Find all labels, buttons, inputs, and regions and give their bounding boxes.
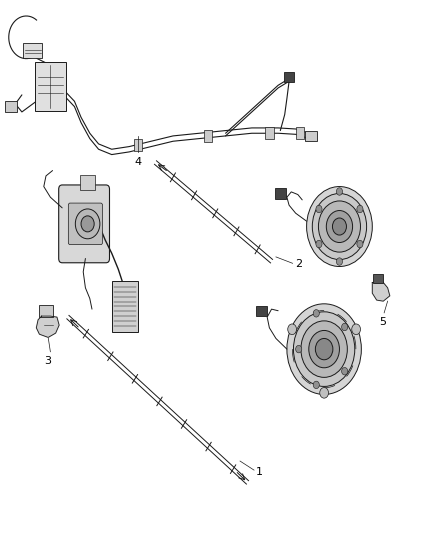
Circle shape bbox=[312, 193, 367, 260]
Circle shape bbox=[336, 258, 343, 265]
Circle shape bbox=[342, 324, 348, 331]
Circle shape bbox=[326, 211, 353, 243]
Circle shape bbox=[316, 240, 322, 248]
FancyBboxPatch shape bbox=[204, 130, 212, 142]
Text: 3: 3 bbox=[45, 356, 52, 366]
Circle shape bbox=[357, 240, 363, 248]
Circle shape bbox=[75, 209, 100, 239]
Circle shape bbox=[293, 312, 355, 386]
Circle shape bbox=[336, 188, 343, 195]
Circle shape bbox=[307, 187, 372, 266]
Circle shape bbox=[309, 330, 339, 368]
Circle shape bbox=[81, 216, 94, 232]
Circle shape bbox=[313, 310, 319, 317]
FancyBboxPatch shape bbox=[39, 305, 53, 317]
FancyBboxPatch shape bbox=[275, 188, 286, 198]
Circle shape bbox=[320, 387, 328, 398]
FancyBboxPatch shape bbox=[112, 281, 138, 332]
FancyBboxPatch shape bbox=[23, 43, 42, 58]
Circle shape bbox=[315, 338, 333, 360]
FancyBboxPatch shape bbox=[68, 203, 102, 245]
Polygon shape bbox=[372, 282, 390, 301]
FancyBboxPatch shape bbox=[59, 185, 110, 263]
Text: 1: 1 bbox=[256, 467, 263, 477]
Circle shape bbox=[301, 321, 347, 377]
FancyBboxPatch shape bbox=[134, 139, 142, 151]
FancyBboxPatch shape bbox=[265, 127, 274, 139]
Circle shape bbox=[352, 324, 360, 335]
FancyBboxPatch shape bbox=[305, 131, 317, 141]
FancyBboxPatch shape bbox=[35, 62, 66, 111]
Text: 4: 4 bbox=[134, 157, 141, 167]
Text: 2: 2 bbox=[295, 260, 302, 269]
Circle shape bbox=[316, 205, 322, 213]
FancyBboxPatch shape bbox=[296, 127, 304, 139]
Circle shape bbox=[288, 324, 297, 335]
FancyBboxPatch shape bbox=[256, 306, 267, 316]
Circle shape bbox=[296, 345, 302, 353]
Circle shape bbox=[332, 218, 346, 235]
FancyBboxPatch shape bbox=[373, 274, 383, 284]
Circle shape bbox=[318, 201, 360, 252]
Circle shape bbox=[357, 205, 363, 213]
Circle shape bbox=[313, 381, 319, 389]
FancyBboxPatch shape bbox=[284, 72, 294, 82]
Text: 5: 5 bbox=[379, 317, 386, 327]
FancyBboxPatch shape bbox=[5, 101, 17, 112]
Circle shape bbox=[342, 367, 348, 375]
Polygon shape bbox=[36, 316, 59, 337]
FancyBboxPatch shape bbox=[80, 175, 95, 190]
Circle shape bbox=[287, 304, 361, 394]
